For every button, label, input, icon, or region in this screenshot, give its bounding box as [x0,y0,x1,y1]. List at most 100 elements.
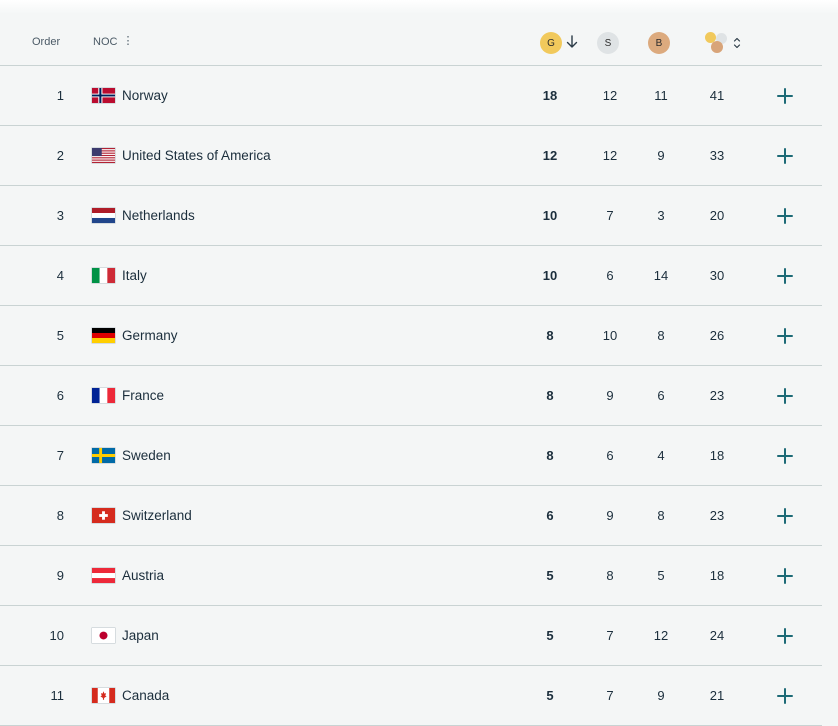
sort-descending-icon[interactable] [566,35,578,49]
table-header: Order NOC ⋮ G S B [0,0,822,66]
norway-flag-icon [92,88,115,103]
germany-flag-icon [92,328,115,343]
expand-row-button[interactable] [774,366,796,425]
order-cell: 6 [56,388,64,403]
usa-flag-icon [92,148,115,163]
bronze-medal-icon[interactable]: B [648,32,670,54]
silver-count: 9 [606,508,614,523]
silver-count: 9 [606,388,614,403]
expand-row-button[interactable] [774,246,796,305]
expand-row-button[interactable] [774,66,796,125]
order-cell: 11 [50,688,65,703]
total-count: 18 [709,448,725,463]
order-column-header[interactable]: Order [32,36,61,48]
order-cell: 2 [56,148,64,163]
expand-row-button[interactable] [774,606,796,665]
plus-icon [777,387,793,404]
table-row[interactable]: 7 Sweden 8 6 4 18 [0,426,822,486]
table-row[interactable]: 2 United States of America 12 12 9 33 [0,126,822,186]
table-row[interactable]: 1 Norway 18 12 11 41 [0,66,822,126]
plus-icon [777,567,793,584]
total-count: 20 [709,208,725,223]
plus-icon [777,507,793,524]
gold-medal-icon[interactable]: G [540,32,562,54]
flag-cell [92,126,116,185]
flag-cell [92,606,116,665]
country-name[interactable]: Germany [122,328,178,343]
country-name[interactable]: Austria [122,568,165,583]
gold-count: 8 [546,448,554,463]
order-cell: 10 [49,628,64,643]
expand-row-button[interactable] [774,666,796,725]
country-name[interactable]: Netherlands [122,208,195,223]
expand-row-button[interactable] [774,306,796,365]
italy-flag-icon [92,268,115,283]
order-cell: 1 [56,88,64,103]
table-row[interactable]: 8 Switzerland 6 9 8 23 [0,486,822,546]
plus-icon [777,207,793,224]
silver-count: 10 [602,328,618,343]
gold-count: 5 [546,688,554,703]
flag-cell [92,186,116,245]
country-name[interactable]: Japan [122,628,159,643]
country-name[interactable]: Sweden [122,448,171,463]
table-row[interactable]: 9 Austria 5 8 5 18 [0,546,822,606]
gold-count: 8 [546,388,554,403]
total-count: 24 [709,628,725,643]
country-name[interactable]: Switzerland [122,508,192,523]
silver-count: 7 [606,628,614,643]
noc-column-header[interactable]: NOC ⋮ [93,35,133,49]
flag-cell [92,66,116,125]
flag-cell [92,306,116,365]
expand-row-button[interactable] [774,186,796,245]
total-count: 26 [709,328,725,343]
expand-row-button[interactable] [774,546,796,605]
bronze-count: 8 [657,508,665,523]
austria-flag-icon [92,568,115,583]
plus-icon [777,687,793,704]
silver-count: 8 [606,568,614,583]
table-row[interactable]: 11 Canada 5 7 9 21 [0,666,822,726]
order-cell: 4 [56,268,64,283]
flag-cell [92,486,116,545]
country-name[interactable]: United States of America [122,148,271,163]
silver-count: 12 [602,148,618,163]
total-medals-icon[interactable] [705,32,731,56]
table-row[interactable]: 3 Netherlands 10 7 3 20 [0,186,822,246]
total-count: 21 [709,688,725,703]
more-options-icon[interactable]: ⋮ [122,35,133,47]
plus-icon [777,327,793,344]
gold-count: 6 [546,508,554,523]
bronze-count: 4 [657,448,665,463]
total-count: 41 [709,88,725,103]
plus-icon [777,447,793,464]
country-name[interactable]: Norway [122,88,168,103]
country-name[interactable]: France [122,388,165,403]
table-body: 1 Norway 18 12 11 41 2 United States of … [0,66,822,726]
expand-row-button[interactable] [774,426,796,485]
table-row[interactable]: 5 Germany 8 10 8 26 [0,306,822,366]
expand-row-button[interactable] [774,486,796,545]
table-row[interactable]: 10 Japan 5 7 12 24 [0,606,822,666]
switzerland-flag-icon [92,508,115,523]
silver-count: 7 [606,208,614,223]
country-name[interactable]: Italy [122,268,147,283]
country-name[interactable]: Canada [122,688,170,703]
table-row[interactable]: 4 Italy 10 6 14 30 [0,246,822,306]
expand-row-button[interactable] [774,126,796,185]
gold-count: 5 [546,628,554,643]
gold-count: 12 [542,148,558,163]
sort-icon[interactable] [733,37,741,49]
silver-medal-icon[interactable]: S [597,32,619,54]
gold-count: 18 [542,88,558,103]
silver-count: 6 [606,448,614,463]
total-count: 30 [709,268,725,283]
total-count: 18 [709,568,725,583]
plus-icon [777,267,793,284]
table-row[interactable]: 6 France 8 9 6 23 [0,366,822,426]
total-count: 23 [709,508,725,523]
bronze-count: 12 [653,628,669,643]
bronze-count: 6 [657,388,665,403]
flag-cell [92,666,116,725]
total-count: 33 [709,148,725,163]
